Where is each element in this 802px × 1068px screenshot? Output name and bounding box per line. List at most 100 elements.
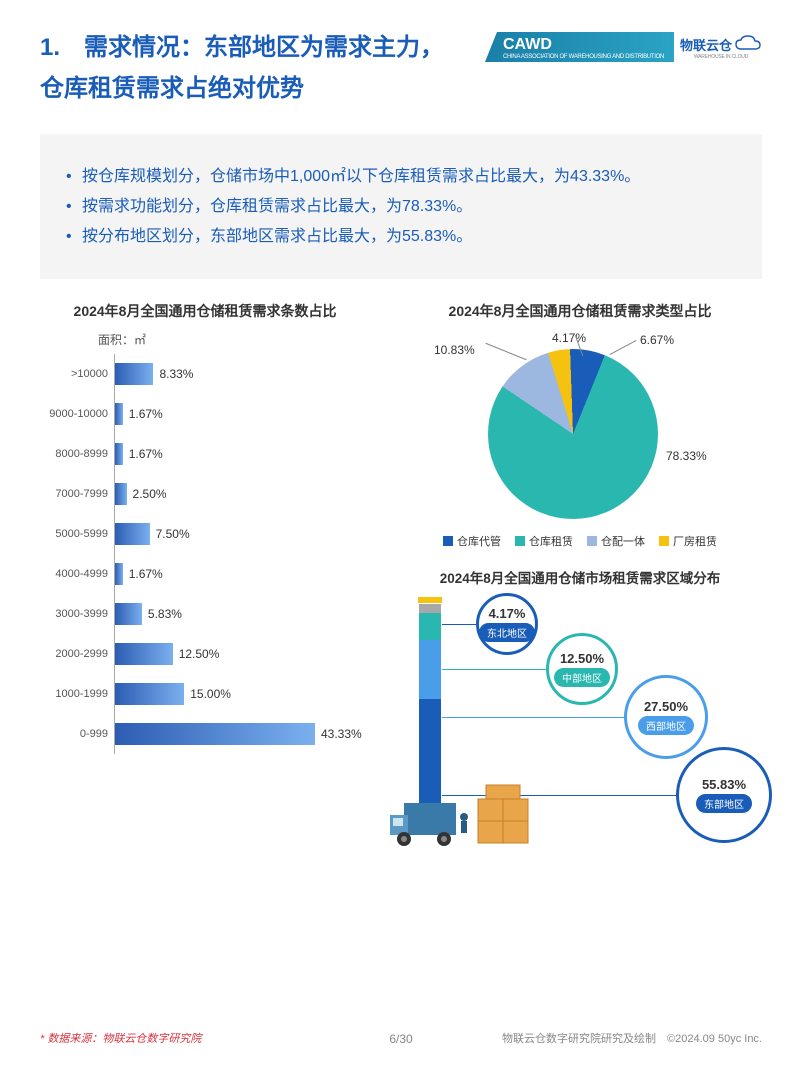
charts-row: 2024年8月全国通用仓储租赁需求条数占比 面积：㎡ >100008.33%90… xyxy=(0,279,802,847)
region-segment xyxy=(419,640,441,699)
legend-item: 仓配一体 xyxy=(587,533,645,549)
pie-label: 6.67% xyxy=(640,333,674,347)
legend-label: 厂房租赁 xyxy=(673,533,717,549)
region-bubble-label: 西部地区 xyxy=(638,716,694,735)
pie-label: 4.17% xyxy=(552,331,586,345)
legend-swatch xyxy=(587,536,597,546)
legend-swatch xyxy=(515,536,525,546)
pie-label: 10.83% xyxy=(434,343,475,357)
bar-track: 7.50% xyxy=(114,514,370,554)
summary-box: 按仓库规模划分，仓储市场中1,000㎡以下仓库租赁需求占比最大，为43.33%。… xyxy=(40,134,762,279)
bar xyxy=(115,483,127,505)
bar-value: 7.50% xyxy=(156,527,190,541)
region-segment xyxy=(419,604,441,613)
bar-track: 43.33% xyxy=(114,714,370,754)
bar-row: 5000-59997.50% xyxy=(40,514,370,554)
bar xyxy=(115,443,123,465)
bar-value: 1.67% xyxy=(129,447,163,461)
region-bubble-pct: 55.83% xyxy=(702,777,746,792)
summary-item: 按仓库规模划分，仓储市场中1,000㎡以下仓库租赁需求占比最大，为43.33%。 xyxy=(66,162,736,192)
bar-track: 1.67% xyxy=(114,554,370,594)
bar-value: 8.33% xyxy=(159,367,193,381)
bar-track: 1.67% xyxy=(114,394,370,434)
bar-row: >10000 8.33% xyxy=(40,354,370,394)
bar-row: 7000-7999 2.50% xyxy=(40,474,370,514)
region-bubble-label: 东部地区 xyxy=(696,794,752,813)
region-bubble-pct: 12.50% xyxy=(560,651,604,666)
bar-category: 9000-10000 xyxy=(40,408,114,420)
bar-value: 1.67% xyxy=(129,407,163,421)
pie-leader xyxy=(610,340,637,355)
pie-label: 78.33% xyxy=(666,449,707,463)
pie-leader xyxy=(485,343,526,360)
bar-row: 0-999 43.33% xyxy=(40,714,370,754)
bar xyxy=(115,363,153,385)
right-column: 2024年8月全国通用仓储租赁需求类型占比 10.83% 4.17% 6.67%… xyxy=(398,301,762,847)
region-bubble-pct: 27.50% xyxy=(644,699,688,714)
summary-list: 按仓库规模划分，仓储市场中1,000㎡以下仓库租赁需求占比最大，为43.33%。… xyxy=(66,162,736,253)
region-chart: 4.17% 东北地区 12.50%中部地区 27.50% 西部地区 55.83% 东部地区 xyxy=(398,597,762,847)
bar xyxy=(115,643,173,665)
region-bubble: 4.17% 东北地区 xyxy=(476,593,538,655)
bar-category: 2000-2999 xyxy=(40,648,114,660)
bar-chart-axis-label: 面积：㎡ xyxy=(98,331,370,348)
bar-track: 2.50% xyxy=(114,474,370,514)
region-bubble: 55.83% 东部地区 xyxy=(676,747,772,843)
bar-category: 1000-1999 xyxy=(40,688,114,700)
bar-row: 1000-199915.00% xyxy=(40,674,370,714)
bar-row: 9000-10000 1.67% xyxy=(40,394,370,434)
region-bubble-label: 东北地区 xyxy=(479,623,535,642)
region-bubble: 27.50% 西部地区 xyxy=(624,675,708,759)
legend-swatch xyxy=(659,536,669,546)
bar-value: 12.50% xyxy=(179,647,220,661)
bar-value: 43.33% xyxy=(321,727,362,741)
source-note: * 数据来源：物联云仓数字研究院 xyxy=(40,1030,201,1046)
bar-value: 1.67% xyxy=(129,567,163,581)
legend-item: 仓库代管 xyxy=(443,533,501,549)
title-block: 1. 需求情况：东部地区为需求主力， 仓库租赁需求占绝对优势 xyxy=(40,28,485,110)
bar-value: 5.83% xyxy=(148,607,182,621)
logo-group: CAWD CHINA ASSOCIATION OF WAREHOUSING AN… xyxy=(485,32,762,62)
region-bubble: 12.50%中部地区 xyxy=(546,633,618,705)
bar-row: 3000-3999 5.83% xyxy=(40,594,370,634)
summary-item: 按需求功能划分，仓库租赁需求占比最大，为78.33%。 xyxy=(66,192,736,222)
header: 1. 需求情况：东部地区为需求主力， 仓库租赁需求占绝对优势 CAWD CHIN… xyxy=(0,0,802,110)
bar xyxy=(115,523,150,545)
region-connector xyxy=(442,717,628,718)
region-segment xyxy=(419,613,441,640)
logo-cloud-sub: WAREHOUSE IN CLOUD xyxy=(694,54,748,60)
cloud-icon xyxy=(734,35,762,53)
truck-illustration xyxy=(386,781,536,851)
bar xyxy=(115,403,123,425)
legend-label: 仓库租赁 xyxy=(529,533,573,549)
region-connector xyxy=(442,669,550,670)
bar-chart: 2024年8月全国通用仓储租赁需求条数占比 面积：㎡ >100008.33%90… xyxy=(40,301,370,847)
logo-cloud-text: 物联云仓 xyxy=(680,35,732,54)
legend-label: 仓配一体 xyxy=(601,533,645,549)
pie-chart-title: 2024年8月全国通用仓储租赁需求类型占比 xyxy=(398,301,762,321)
bar-category: 8000-8999 xyxy=(40,448,114,460)
bar-track: 8.33% xyxy=(114,354,370,394)
pie-legend: 仓库代管 仓库租赁 仓配一体 厂房租赁 xyxy=(398,533,762,549)
legend-item: 厂房租赁 xyxy=(659,533,717,549)
region-chart-title: 2024年8月全国通用仓储市场租赁需求区域分布 xyxy=(398,567,762,587)
bar xyxy=(115,563,123,585)
page-title-line2: 仓库租赁需求占绝对优势 xyxy=(40,69,465,110)
page-title-line1: 1. 需求情况：东部地区为需求主力， xyxy=(40,28,465,69)
pie-chart: 10.83% 4.17% 6.67% 78.33% xyxy=(398,331,762,531)
bar-value: 2.50% xyxy=(133,487,167,501)
legend-label: 仓库代管 xyxy=(457,533,501,549)
region-bubble-pct: 4.17% xyxy=(489,606,526,621)
bar-category: 3000-3999 xyxy=(40,608,114,620)
bar-row: 8000-8999 1.67% xyxy=(40,434,370,474)
bar-category: >10000 xyxy=(40,368,114,380)
region-connector xyxy=(442,624,480,625)
bar-track: 1.67% xyxy=(114,434,370,474)
summary-item: 按分布地区划分，东部地区需求占比最大，为55.83%。 xyxy=(66,222,736,252)
page-number: 6/30 xyxy=(389,1032,412,1046)
pie-disc xyxy=(488,349,658,519)
bar-category: 7000-7999 xyxy=(40,488,114,500)
bar-category: 4000-4999 xyxy=(40,568,114,580)
bar-row: 2000-2999 12.50% xyxy=(40,634,370,674)
bar-category: 0-999 xyxy=(40,728,114,740)
